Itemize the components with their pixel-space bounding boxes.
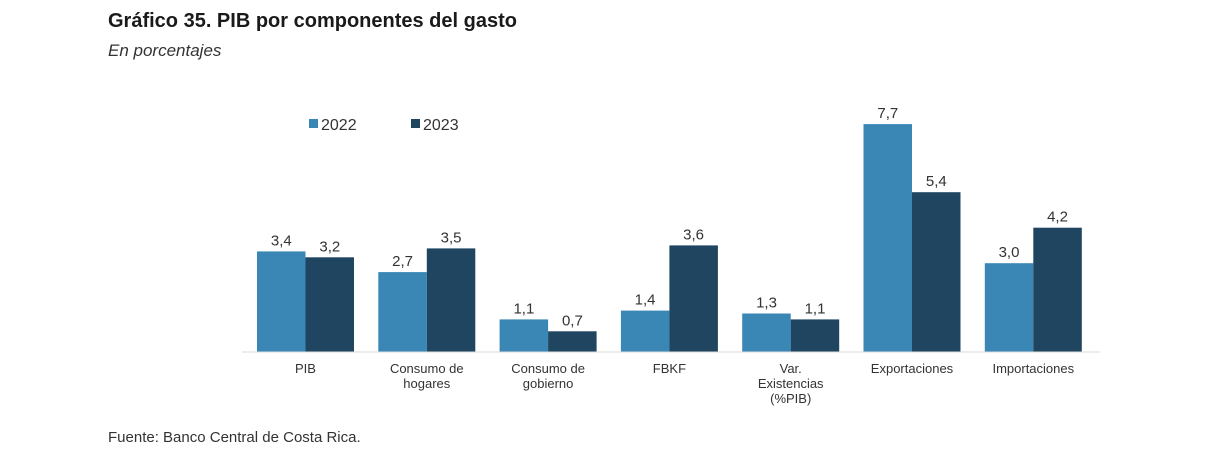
data-label-2022-2: 1,1 (513, 300, 534, 317)
bar-2023-1 (426, 248, 476, 352)
bar-2022-1 (378, 272, 427, 352)
chart-subtitle: En porcentajes (108, 41, 222, 60)
legend-label-2022: 2022 (321, 117, 357, 134)
data-label-2022-5: 7,7 (877, 105, 898, 122)
category-label-5: Exportaciones (871, 361, 954, 376)
chart-title: Gráfico 35. PIB por componentes del gast… (108, 10, 517, 32)
category-label-0: PIB (295, 361, 316, 376)
data-label-2022-1: 2,7 (392, 253, 413, 270)
data-label-2023-0: 3,2 (319, 238, 340, 255)
category-label-2: Consumo de (511, 361, 585, 376)
bar-2022-0 (257, 251, 306, 352)
legend-swatch-2023 (411, 119, 420, 128)
bar-2023-3 (669, 245, 718, 352)
category-label-4: (%PIB) (770, 391, 811, 406)
legend: 2022 2023 (309, 117, 459, 134)
category-label-4: Existencias (758, 376, 824, 391)
source-note: Fuente: Banco Central de Costa Rica. (108, 429, 361, 446)
data-label-2023-1: 3,5 (441, 229, 462, 246)
data-label-2022-3: 1,4 (635, 292, 656, 309)
bar-2022-4 (742, 313, 791, 352)
bar-2023-6 (1033, 227, 1082, 352)
data-label-2022-0: 3,4 (271, 232, 292, 249)
data-label-2023-3: 3,6 (683, 226, 704, 243)
bar-2022-2 (499, 319, 549, 352)
bar-2022-3 (620, 310, 670, 352)
bar-2023-0 (305, 257, 354, 352)
category-label-4: Var. (780, 361, 802, 376)
legend-label-2023: 2023 (423, 117, 459, 134)
bar-2023-4 (790, 319, 840, 352)
data-label-2023-5: 5,4 (926, 173, 947, 190)
bar-2022-5 (863, 124, 912, 352)
category-label-6: Importaciones (992, 361, 1074, 376)
legend-swatch-2022 (309, 119, 318, 128)
category-label-1: Consumo de (390, 361, 464, 376)
data-label-2023-4: 1,1 (805, 300, 826, 317)
category-label-1: hogares (403, 376, 450, 391)
data-label-2023-6: 4,2 (1047, 209, 1068, 226)
data-label-2022-6: 3,0 (999, 244, 1020, 261)
data-label-2022-4: 1,3 (756, 295, 777, 312)
data-label-2023-2: 0,7 (562, 312, 583, 329)
category-label-2: gobierno (523, 376, 574, 391)
bar-2023-2 (548, 331, 597, 352)
bar-2022-6 (984, 263, 1034, 352)
bar-2023-5 (912, 192, 961, 352)
category-label-3: FBKF (653, 361, 686, 376)
